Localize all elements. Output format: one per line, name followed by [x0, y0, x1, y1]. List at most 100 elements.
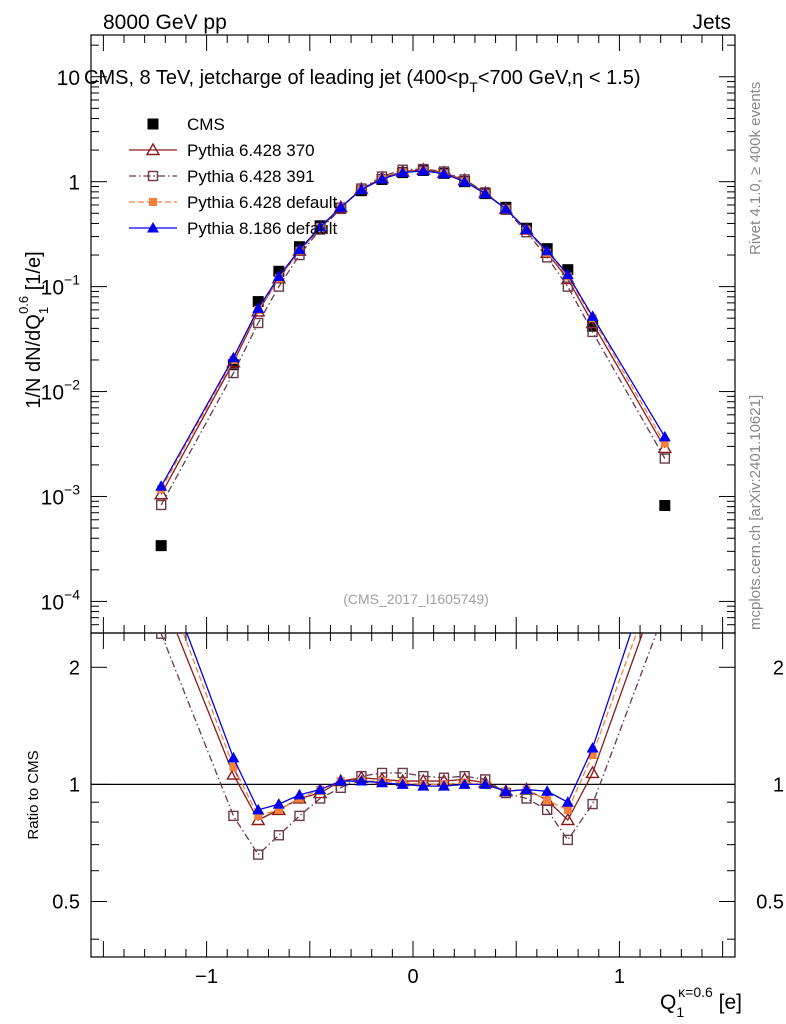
ratio-point	[520, 783, 533, 795]
ratio-point	[541, 804, 553, 816]
ratio-point	[355, 775, 368, 786]
ratio-point	[661, 550, 669, 558]
data-point	[252, 296, 264, 308]
ratio-point	[272, 798, 285, 809]
y-tick-label: 10−2	[41, 377, 81, 405]
ratio-point	[228, 810, 239, 822]
x-tick-label: 0	[407, 966, 418, 988]
ratio-y-tick-label: 0.5	[52, 891, 80, 913]
y-tick-label: 10	[57, 67, 80, 90]
data-point	[153, 486, 169, 500]
legend-item: CMS	[147, 115, 225, 134]
ratio-point	[252, 803, 265, 815]
main-y-tick-labels: 10−4 10−3 10−2 10−1 1 10	[41, 67, 81, 615]
analysis-watermark: (CMS_2017_I1605749)	[343, 591, 489, 607]
data-point	[659, 453, 671, 464]
ratio-point	[560, 812, 576, 826]
main-axis-ticks	[91, 35, 735, 634]
ratio-point	[563, 805, 572, 814]
ratio-point	[334, 775, 347, 786]
data-point	[520, 223, 533, 235]
legend-label: Pythia 6.428 391	[187, 167, 315, 186]
data-point	[658, 430, 671, 442]
ratio-point	[541, 785, 554, 796]
ratio-point	[155, 633, 167, 639]
y-tick-label: 10−3	[41, 481, 81, 509]
ratio-plot-frame	[90, 632, 736, 958]
data-point	[660, 439, 669, 448]
data-point	[586, 310, 599, 321]
ratio-point	[588, 751, 597, 760]
ratio-point	[659, 565, 671, 576]
data-point	[293, 243, 306, 255]
legend-marker	[147, 170, 159, 182]
ratio-series-pythia-8-186-default	[155, 524, 671, 815]
legend-label: Pythia 8.186 default	[187, 219, 338, 238]
legend-label: Pythia 6.428 370	[187, 141, 315, 160]
ratio-y-axis-label: Ratio to CMS	[25, 750, 42, 839]
ratio-point	[155, 558, 167, 569]
ratio-point	[586, 742, 599, 753]
ratio-point	[479, 778, 492, 789]
data-point	[228, 367, 239, 379]
ratio-point	[252, 849, 264, 860]
ratio-point	[274, 805, 283, 814]
legend-label: CMS	[187, 115, 225, 134]
data-point	[479, 187, 492, 199]
data-point	[155, 540, 167, 552]
legend-marker	[147, 222, 159, 233]
legend-label: Pythia 6.428 default	[187, 193, 338, 212]
y-tick-label: 10−1	[41, 272, 81, 300]
legend-item: Pythia 6.428 370	[129, 141, 315, 160]
data-point	[541, 244, 554, 256]
data-point	[659, 500, 671, 512]
ratio-point	[562, 834, 574, 846]
ratio-point	[543, 796, 552, 805]
data-point	[437, 167, 450, 179]
ratio-line	[160, 633, 658, 856]
ratio-point	[499, 785, 512, 796]
ratio-point	[659, 524, 671, 535]
ratio-point	[273, 830, 285, 841]
x-axis-label: Q1κ=0.6 [e]	[660, 984, 742, 1020]
data-point	[334, 201, 347, 212]
legend-item: Pythia 8.186 default	[129, 219, 338, 238]
ratio-point	[376, 776, 389, 788]
ratio-line	[186, 633, 632, 811]
main-series-layer	[153, 162, 673, 552]
legend-marker	[149, 198, 157, 206]
ratio-point	[585, 765, 600, 779]
data-point	[587, 326, 598, 338]
ratio-y-tick-label: 1	[69, 774, 80, 796]
ratio-point	[417, 780, 430, 791]
ratio-y-tick-label: 2	[69, 657, 80, 679]
series-line	[160, 170, 666, 487]
x-tick-label: −1	[195, 966, 218, 988]
data-point	[155, 480, 168, 491]
data-point	[355, 183, 368, 195]
ratio-point	[294, 810, 305, 822]
y-tick-label: 1	[68, 172, 80, 195]
x-tick-label: 1	[614, 966, 625, 988]
ratio-point	[561, 796, 574, 807]
ratio-point	[458, 778, 471, 789]
data-point	[458, 175, 471, 187]
data-point	[272, 270, 285, 281]
ratio-point	[226, 767, 241, 780]
series-pythia-8-186-default	[155, 164, 671, 491]
data-point	[587, 320, 599, 332]
y-tick-label: 10−4	[41, 586, 81, 614]
main-y-axis-label: 1/N dN/dQ10.6 [1/e]	[16, 251, 51, 408]
data-point	[227, 359, 239, 371]
ratio-axis-ticks	[91, 633, 735, 957]
ratio-point	[587, 798, 598, 810]
data-point	[417, 164, 430, 176]
ratio-point	[293, 788, 306, 800]
series-pythia-6-428-391	[155, 163, 671, 511]
ratio-point	[660, 606, 669, 615]
legend-marker	[147, 118, 159, 130]
ratio-point	[397, 767, 408, 779]
ratio-point	[157, 570, 165, 578]
ratio-line	[176, 633, 644, 822]
